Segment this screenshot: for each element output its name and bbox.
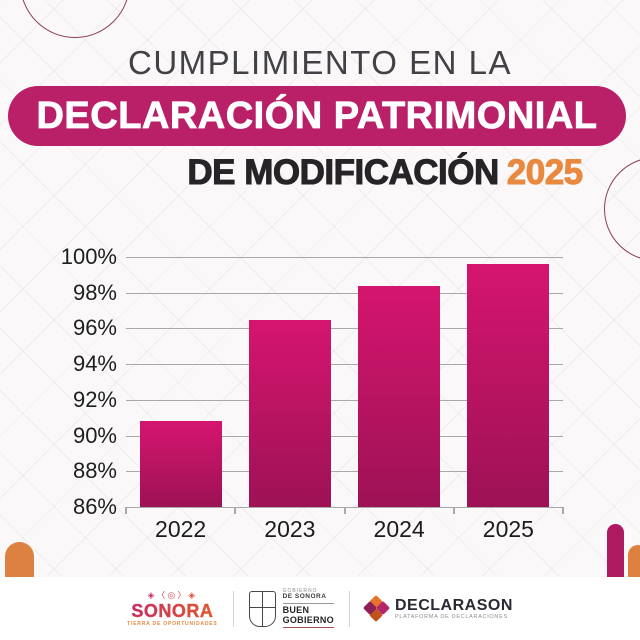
- sonora-glyphs-icon: ◈〈◎〉◈: [147, 589, 198, 600]
- x-axis-tick: [452, 507, 455, 514]
- bar-2025: [467, 264, 550, 507]
- chart-gridline: [126, 399, 563, 401]
- y-axis-label: 96%: [72, 315, 117, 341]
- subtitle-year: 2025: [506, 153, 583, 193]
- x-axis-tick: [125, 507, 127, 514]
- title-banner: DECLARACIÓN PATRIMONIAL: [8, 86, 626, 146]
- subtitle: DE MODIFICACIÓN 2025: [187, 153, 584, 193]
- sonora-coat-of-arms-icon: [248, 590, 276, 627]
- footer-divider: [348, 590, 350, 627]
- declarason-tagline: PLATAFORMA DE DECLARACIONES: [394, 614, 508, 621]
- x-axis-tick: [234, 507, 237, 514]
- decorative-arch-magenta-right: [607, 524, 624, 578]
- gobierno-line4: GOBIERNO: [282, 614, 334, 625]
- gobierno-text-block: GOBIERNO DE SONORA BUEN GOBIERNO: [282, 588, 334, 628]
- x-axis-label: 2025: [482, 516, 534, 542]
- decorative-arch-orange-left: [5, 542, 34, 578]
- declarason-logo: DECLARASON PLATAFORMA DE DECLARACIONES: [362, 594, 513, 623]
- y-axis-label: 88%: [72, 458, 117, 484]
- declarason-pinwheel-icon: [362, 594, 391, 623]
- decorative-circle-top-left: [20, 0, 130, 38]
- chart-gridline: [126, 292, 563, 294]
- x-axis-tick: [562, 507, 564, 514]
- chart-gridline: [126, 328, 563, 330]
- page-title: CUMPLIMIENTO EN LA: [128, 44, 512, 81]
- bar-2023: [248, 319, 331, 507]
- x-axis-tick: [343, 507, 346, 514]
- y-axis-label: 92%: [72, 386, 117, 412]
- declarason-text-block: DECLARASON PLATAFORMA DE DECLARACIONES: [395, 597, 513, 621]
- chart-gridline: [126, 364, 563, 366]
- y-axis-label: 94%: [72, 351, 117, 377]
- gobierno-sonora-logo: GOBIERNO DE SONORA BUEN GOBIERNO: [248, 588, 334, 628]
- compliance-bar-chart: 100% 98% 96% 94% 92% 90% 88% 86% 2022 2023 2024 202…: [61, 244, 564, 542]
- y-axis-label: 100%: [60, 244, 117, 269]
- gobierno-line3: BUEN: [282, 605, 310, 616]
- x-axis-label: 2022: [155, 516, 207, 542]
- gobierno-line1: GOBIERNO: [282, 588, 318, 595]
- chart-gridline: [126, 507, 563, 508]
- x-axis-label: 2023: [264, 516, 316, 542]
- y-axis-label: 86%: [72, 494, 117, 519]
- bar-2024: [358, 285, 441, 507]
- gobierno-line2: DE SONORA: [282, 593, 327, 601]
- decorative-circle-right: [604, 157, 640, 261]
- bar-2022: [139, 421, 222, 507]
- chart-gridline: [126, 257, 563, 258]
- chart-gridline: [126, 471, 563, 473]
- y-axis-label: 98%: [72, 279, 117, 305]
- subtitle-text: DE MODIFICACIÓN: [187, 153, 500, 193]
- decorative-arch-orange-right: [628, 545, 640, 578]
- gobierno-rule: [282, 603, 334, 605]
- banner-text: DECLARACIÓN PATRIMONIAL: [36, 94, 598, 137]
- footer: ◈〈◎〉◈ SONORA TIERRA DE OPORTUNIDADES GOB…: [0, 577, 640, 640]
- sonora-tagline: TIERRA DE OPORTUNIDADES: [127, 620, 218, 627]
- sonora-logo: ◈〈◎〉◈ SONORA TIERRA DE OPORTUNIDADES: [127, 589, 218, 627]
- declarason-logo-text: DECLARASON: [394, 596, 513, 614]
- x-axis-label: 2024: [373, 516, 425, 542]
- y-axis-label: 90%: [72, 422, 117, 448]
- sonora-logo-text: SONORA: [131, 600, 214, 621]
- chart-gridline: [126, 435, 563, 437]
- gobierno-rule-bottom: [282, 626, 334, 628]
- footer-divider: [232, 590, 234, 627]
